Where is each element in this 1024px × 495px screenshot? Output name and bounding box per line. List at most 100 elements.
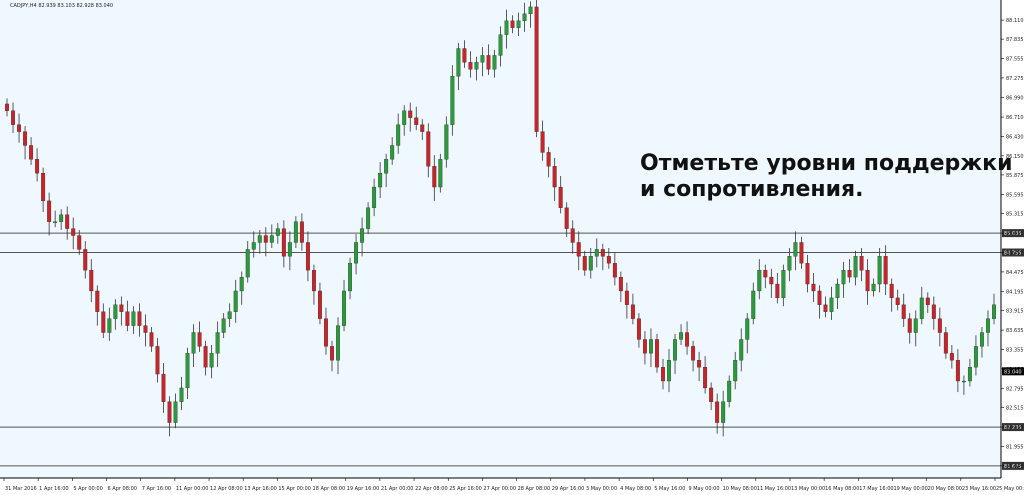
candle-body	[293, 221, 298, 243]
candle-body	[913, 318, 918, 333]
levels-layer: 85.035 84.755 82.235 81.675 83.040	[0, 229, 1024, 470]
candle-body	[769, 276, 774, 285]
candle-body	[348, 263, 353, 292]
y-tick-label: 83.355	[1006, 347, 1024, 353]
candle-body	[986, 318, 990, 333]
annotation-line-2: и сопротивления.	[640, 177, 864, 202]
candle-body	[203, 346, 208, 368]
candle-body	[35, 159, 40, 174]
candle-body	[474, 62, 479, 70]
x-tick-label: 11 Apr 00:00	[176, 486, 209, 492]
x-tick-label: 29 Apr 16:00	[552, 486, 585, 492]
x-tick-label: 11 May 16:00	[757, 486, 791, 492]
candle-body	[426, 131, 431, 167]
x-tick-label: 4 May 08:00	[620, 486, 651, 492]
candle-body	[757, 270, 762, 292]
candle-body	[552, 166, 557, 188]
candle-body	[456, 48, 461, 77]
candle-body	[29, 145, 34, 160]
x-tick-label: 9 May 00:00	[688, 486, 719, 492]
x-tick-label: 16 May 08:00	[825, 486, 859, 492]
candle-body	[907, 318, 912, 333]
y-tick-label: 85.035	[1006, 231, 1024, 237]
candle-body	[661, 367, 665, 382]
candle-body	[582, 256, 587, 271]
candle-body	[715, 401, 720, 423]
y-tick-label: 88.110	[1006, 18, 1024, 24]
candle-body	[360, 228, 365, 243]
candle-body	[143, 325, 148, 333]
candle-body	[41, 173, 46, 202]
candle-body	[23, 131, 28, 146]
candle-body	[59, 214, 64, 222]
level-label: 85.035	[1004, 231, 1022, 237]
candle-body	[17, 124, 22, 132]
candle-body	[522, 13, 527, 21]
candle-body	[504, 20, 509, 35]
x-tick-label: 27 Apr 00:00	[483, 486, 516, 492]
level-label: 84.755	[1004, 251, 1022, 257]
candle-body	[955, 360, 960, 382]
candle-body	[703, 367, 708, 389]
candle-body	[402, 110, 407, 125]
candle-body	[931, 304, 936, 319]
candle-body	[275, 228, 280, 236]
candle-body	[847, 270, 852, 278]
candle-body	[540, 131, 545, 153]
candle-body	[384, 159, 389, 174]
x-tick-label: 5 May 16:00	[654, 486, 685, 492]
candle-body	[751, 290, 756, 319]
candle-body	[83, 249, 88, 271]
candle-body	[408, 110, 413, 118]
x-tick-label: 1 Apr 16:00	[39, 486, 68, 492]
candle-body	[775, 283, 780, 299]
candle-body	[498, 34, 503, 56]
candle-body	[71, 228, 76, 236]
candle-body	[961, 380, 966, 383]
candle-body	[263, 235, 268, 243]
x-tick-label: 7 Apr 16:00	[142, 486, 171, 492]
candle-body	[378, 173, 383, 188]
candle-body	[673, 339, 677, 361]
candle-body	[793, 242, 798, 257]
candle-body	[594, 249, 599, 257]
candle-body	[305, 242, 310, 271]
candle-body	[516, 20, 521, 28]
y-tick-label: 85.315	[1006, 212, 1024, 218]
candle-body	[745, 318, 750, 340]
x-tick-label: 20 May 08:00	[928, 486, 962, 492]
candle-body	[366, 207, 371, 229]
candle-body	[251, 242, 256, 250]
candle-body	[612, 263, 617, 278]
x-tick-label: 21 Apr 00:00	[381, 486, 414, 492]
candle-body	[185, 353, 190, 389]
candles-layer	[5, 0, 996, 437]
candle-body	[197, 332, 202, 347]
candle-body	[510, 20, 515, 28]
candle-body	[564, 207, 569, 229]
candle-body	[299, 221, 304, 243]
x-tick-label: 13 May 00:00	[791, 486, 825, 492]
candle-body	[829, 297, 834, 312]
candle-body	[191, 332, 196, 354]
x-tick-label: 23 May 16:00	[962, 486, 996, 492]
candle-body	[324, 318, 328, 347]
candle-body	[636, 318, 641, 340]
candle-body	[624, 290, 629, 305]
candle-body	[113, 304, 118, 319]
level-label: 81.675	[1004, 464, 1022, 470]
candle-body	[919, 297, 924, 319]
candle-body	[233, 290, 238, 312]
y-tick-label: 81.675	[1006, 464, 1024, 470]
candle-body	[5, 103, 9, 111]
level-label-box	[1002, 248, 1024, 257]
candle-body	[883, 256, 888, 285]
x-tick-label: 18 Apr 08:00	[313, 486, 346, 492]
candle-body	[173, 401, 178, 423]
x-tick-label: 25 May 00:00	[996, 486, 1024, 492]
candle-body	[468, 62, 473, 70]
candle-body	[372, 186, 377, 208]
x-tick-label: 22 Apr 08:00	[415, 486, 448, 492]
